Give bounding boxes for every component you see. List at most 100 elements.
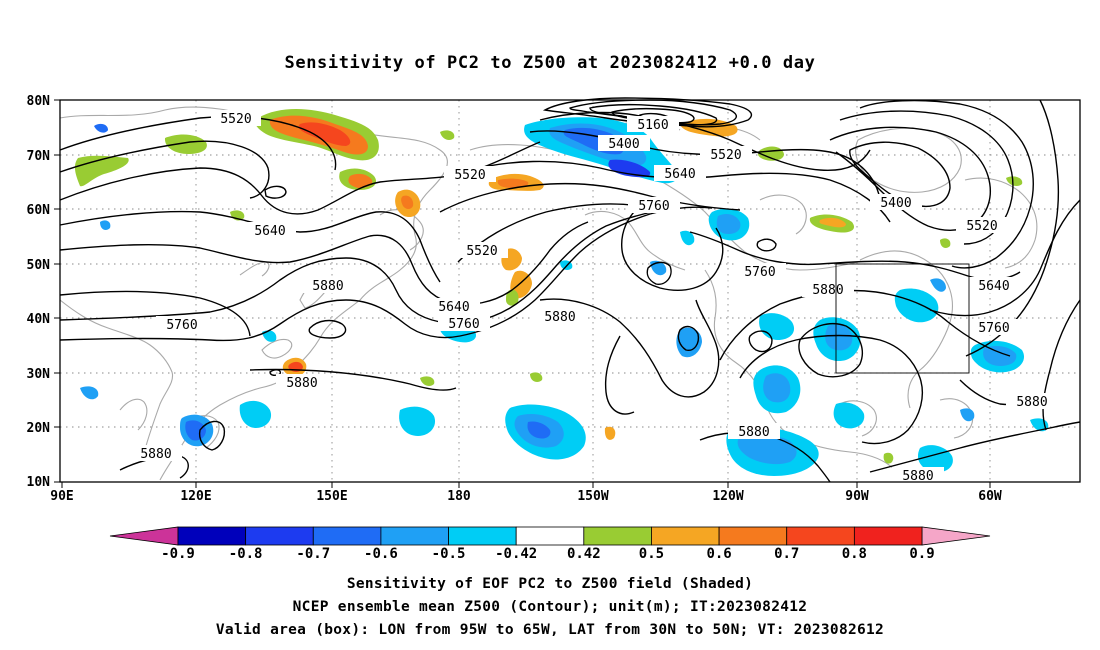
valid-area-box — [835, 263, 970, 374]
colorbar-cell — [177, 526, 247, 546]
colorbar-cell — [312, 526, 382, 546]
colorbar-label: 0.7 — [774, 546, 799, 562]
contour-label: 5520 — [700, 146, 752, 163]
lon-tick-label: 120E — [180, 489, 211, 504]
colorbar-label: -0.8 — [229, 546, 263, 562]
colorbar-cell — [448, 526, 517, 546]
svg-text:5880: 5880 — [140, 447, 171, 462]
figure-title: Sensitivity of PC2 to Z500 at 2023082412… — [285, 53, 816, 73]
colorbar-label: -0.6 — [364, 546, 398, 562]
contour-label: 5640 — [428, 298, 480, 315]
lat-tick-label: 20N — [27, 421, 51, 436]
lon-tick-label: 150W — [577, 489, 608, 504]
contour-label: 5760 — [968, 319, 1020, 336]
lat-tick-label: 40N — [27, 312, 51, 327]
colorbar-label: -0.42 — [495, 546, 537, 562]
lon-tick-label: 90E — [50, 489, 73, 504]
colorbar-label: 0.8 — [842, 546, 867, 562]
contour-label: 5520 — [956, 217, 1008, 234]
colorbar-label: 0.5 — [639, 546, 664, 562]
lat-tick-label: 80N — [27, 94, 51, 109]
svg-text:5760: 5760 — [638, 199, 669, 214]
contour-label: 5520 — [456, 242, 508, 259]
contour-label: 5640 — [654, 165, 706, 182]
svg-text:5760: 5760 — [978, 321, 1009, 336]
svg-text:5400: 5400 — [608, 137, 639, 152]
contour-label: 5880 — [534, 308, 586, 325]
svg-text:5760: 5760 — [448, 317, 479, 332]
lon-tick-label: 60W — [978, 489, 1002, 504]
colorbar-label: 0.9 — [909, 546, 934, 562]
longitude-axis: 90E 120E 150E 180 150W 120W 90W 60W — [50, 482, 1002, 504]
contour-label: 5160 — [627, 116, 679, 133]
svg-text:5760: 5760 — [166, 318, 197, 333]
latitude-axis: 80N 70N 60N 50N 40N 30N 20N 10N — [27, 94, 60, 490]
contour-label: 5880 — [276, 374, 328, 391]
lat-tick-label: 10N — [27, 475, 51, 490]
colorbar-label: 0.42 — [567, 546, 601, 562]
svg-text:5520: 5520 — [454, 168, 485, 183]
svg-text:5880: 5880 — [738, 425, 769, 440]
lat-tick-label: 70N — [27, 149, 51, 164]
contour-label: 5400 — [598, 135, 650, 152]
contour-label: 5520 — [211, 110, 261, 127]
lon-tick-label: 150E — [316, 489, 347, 504]
colorbar-cell — [651, 526, 720, 546]
lat-tick-label: 50N — [27, 258, 51, 273]
svg-text:5640: 5640 — [664, 167, 695, 182]
svg-text:5520: 5520 — [966, 219, 997, 234]
contour-label: 5880 — [302, 277, 354, 294]
contour-label: 5880 — [130, 445, 182, 462]
svg-text:5520: 5520 — [466, 244, 497, 259]
lon-tick-label: 180 — [447, 489, 471, 504]
colorbar-label: -0.9 — [161, 546, 195, 562]
caption-shaded: Sensitivity of EOF PC2 to Z500 field (Sh… — [347, 576, 753, 592]
colorbar-cell — [786, 526, 855, 546]
contour-label: 5760 — [628, 197, 680, 214]
map-frame — [59, 99, 1081, 483]
contour-label: 5880 — [892, 467, 944, 484]
svg-text:5880: 5880 — [544, 310, 575, 325]
contour-label: 5760 — [438, 315, 490, 332]
svg-text:5400: 5400 — [880, 196, 911, 211]
contour-label: 5520 — [444, 166, 496, 183]
contour-label: 5760 — [734, 263, 786, 280]
colorbar-cell — [245, 526, 314, 546]
svg-text:5520: 5520 — [710, 148, 741, 163]
svg-text:5880: 5880 — [312, 279, 343, 294]
colorbar-label: -0.7 — [296, 546, 330, 562]
caption-valid-area: Valid area (box): LON from 95W to 65W, L… — [216, 622, 884, 638]
colorbar: -0.9 -0.8 -0.7 -0.6 -0.5 -0.42 0.42 0.5 0.6 0.7 0.… — [109, 526, 991, 562]
svg-text:5160: 5160 — [637, 118, 668, 133]
lon-tick-label: 120W — [712, 489, 743, 504]
contour-label: 5400 — [870, 194, 922, 211]
contour-label: 5880 — [1006, 393, 1058, 410]
colorbar-cell — [853, 526, 923, 546]
colorbar-cell — [515, 526, 585, 546]
lat-tick-label: 60N — [27, 203, 51, 218]
contour-labels: 5520 5160 5400 5520 5520 5640 5760 5640 … — [130, 110, 1058, 484]
lat-tick-label: 30N — [27, 367, 51, 382]
contour-label: 5640 — [244, 222, 296, 239]
svg-text:5880: 5880 — [812, 283, 843, 298]
svg-text:5880: 5880 — [902, 469, 933, 484]
colorbar-label: -0.5 — [432, 546, 466, 562]
svg-text:5880: 5880 — [286, 376, 317, 391]
colorbar-cell — [718, 526, 788, 546]
svg-text:5760: 5760 — [744, 265, 775, 280]
contour-label: 5760 — [156, 316, 208, 333]
caption-contour: NCEP ensemble mean Z500 (Contour); unit(… — [293, 599, 808, 615]
colorbar-cell — [583, 526, 652, 546]
svg-text:5640: 5640 — [978, 279, 1009, 294]
colorbar-label: 0.6 — [706, 546, 731, 562]
svg-text:5880: 5880 — [1016, 395, 1047, 410]
svg-text:5640: 5640 — [254, 224, 285, 239]
svg-text:5640: 5640 — [438, 300, 469, 315]
colorbar-cell — [380, 526, 449, 546]
contour-label: 5640 — [968, 277, 1020, 294]
colorbar-high-triangle — [921, 526, 991, 546]
svg-text:5520: 5520 — [220, 112, 251, 127]
contour-label: 5880 — [728, 423, 780, 440]
contour-label: 5880 — [802, 281, 854, 298]
